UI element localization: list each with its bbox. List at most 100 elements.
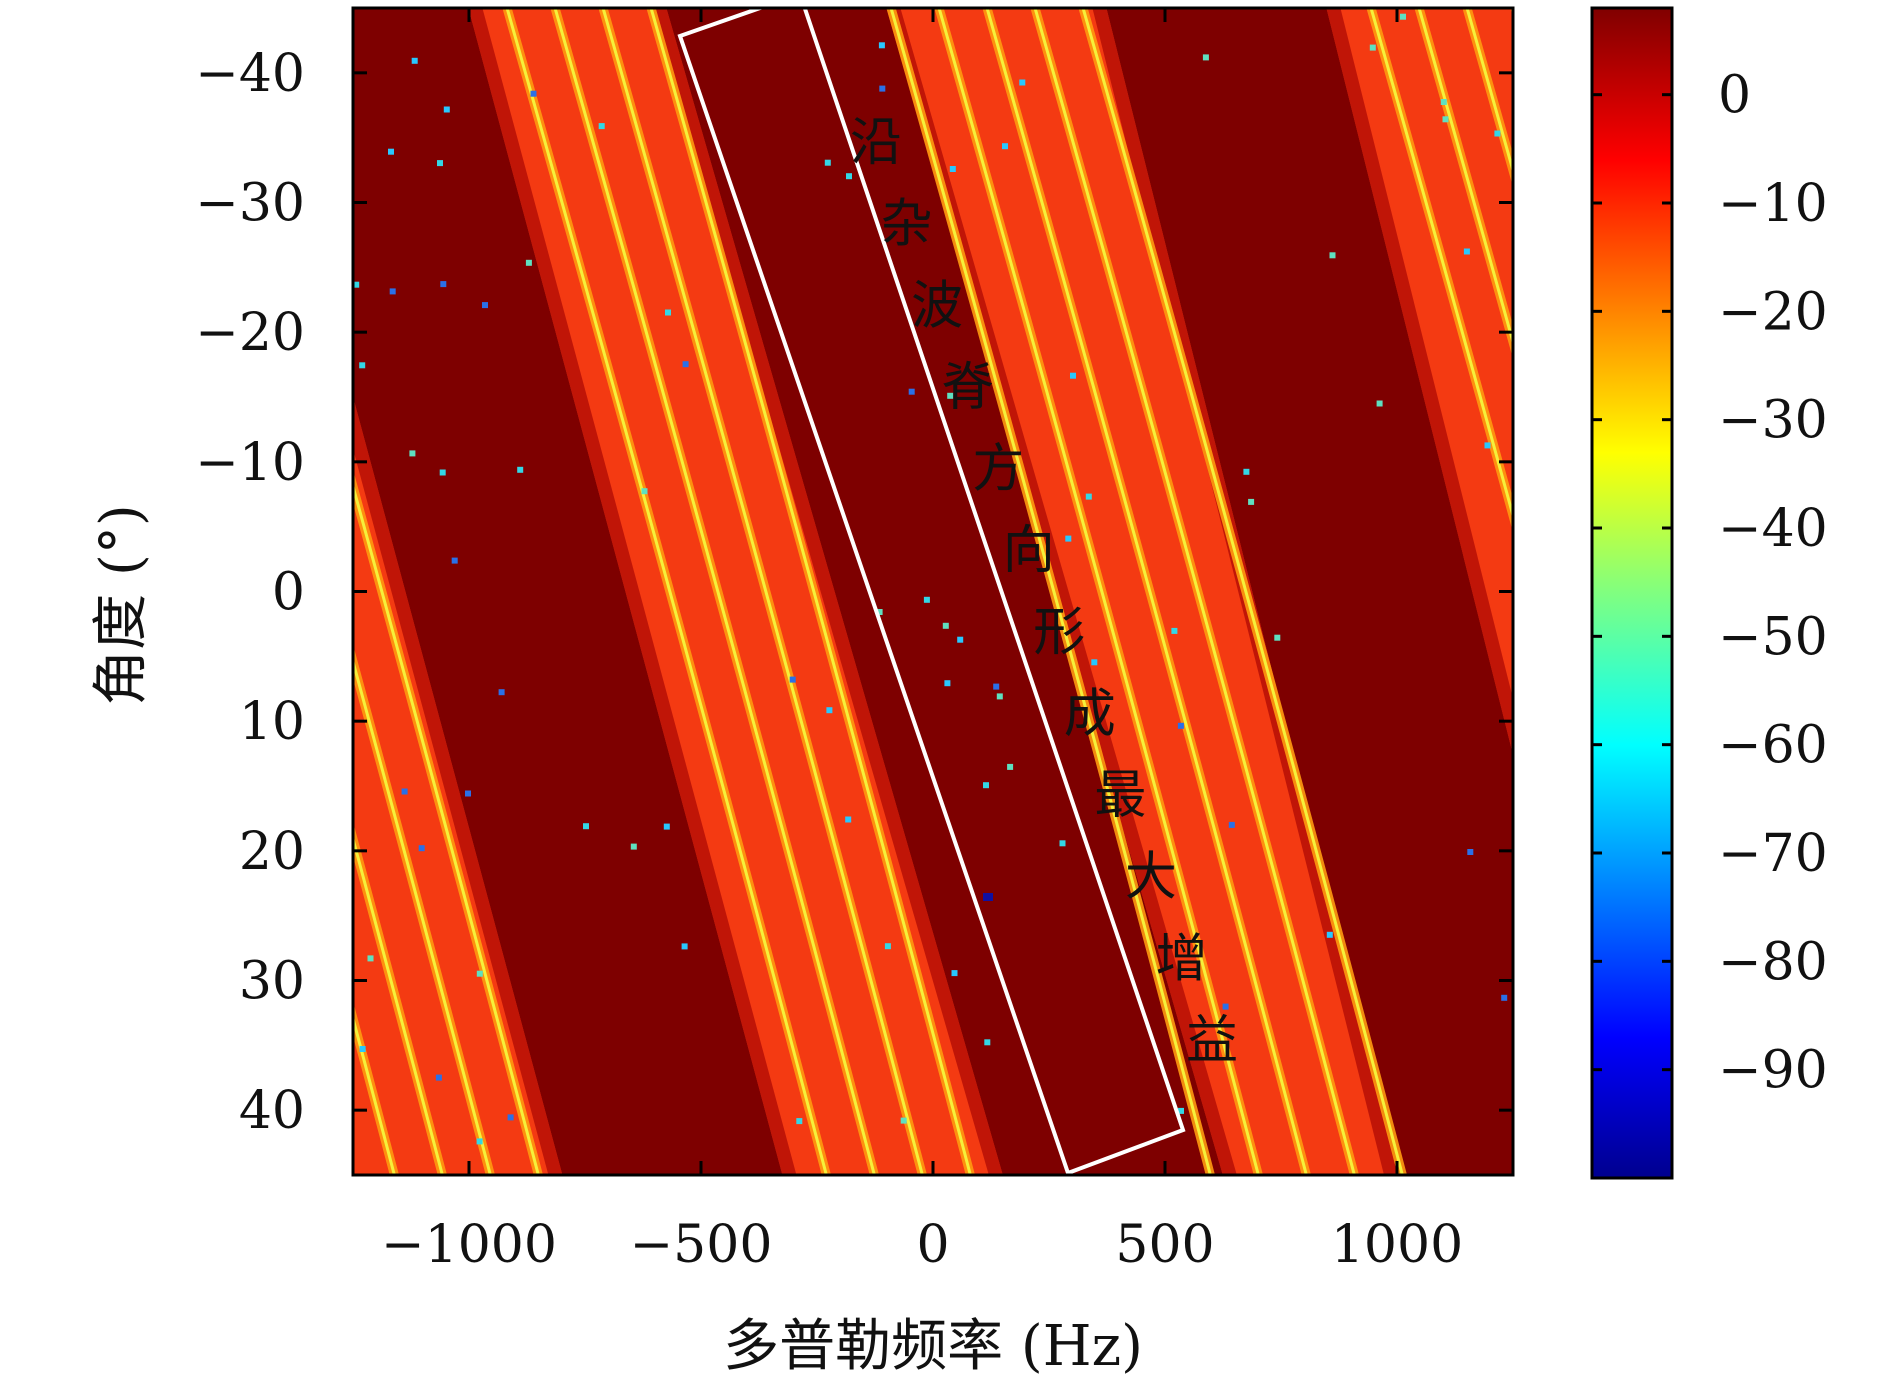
colorbar-tick-label: −80: [1718, 932, 1828, 992]
clutter-ridge-edge: [353, 396, 563, 1175]
speckle-pixel: [437, 160, 443, 167]
speckle-pixel: [845, 816, 852, 823]
speckle-pixel: [418, 845, 425, 852]
speckle-pixel: [439, 469, 446, 476]
speckle-pixel: [1202, 54, 1209, 61]
speckle-pixel: [1369, 44, 1376, 51]
y-axis: −40 −30 −20 −10 0 10 20 30 40: [195, 44, 1513, 1141]
speckle-pixel: [1274, 634, 1281, 641]
speckle-pixel: [942, 622, 949, 629]
annotation-char: 增: [1155, 929, 1207, 989]
x-tick-label: −500: [630, 1215, 773, 1275]
speckle-pixel: [1442, 116, 1449, 123]
speckle-pixel: [517, 466, 524, 473]
y-tick-label: −10: [195, 433, 305, 493]
colorbar-tick-label: −30: [1718, 391, 1828, 451]
y-tick-label: 40: [239, 1081, 305, 1141]
speckle-pixel: [598, 123, 605, 130]
speckle-pixel: [1326, 931, 1333, 938]
speckle-pixel: [1222, 1003, 1229, 1010]
speckle-pixel: [409, 450, 416, 457]
speckle-pixel: [498, 689, 505, 696]
speckle-pixel: [947, 392, 954, 399]
annotation-char: 成: [1064, 685, 1116, 745]
speckle-pixel: [507, 1114, 514, 1121]
colorbar-tick-label: −50: [1718, 607, 1828, 667]
speckle-pixel: [388, 148, 394, 155]
speckle-pixel: [824, 159, 831, 166]
speckle-pixel: [949, 166, 956, 172]
sidelobe-stripe-core: [937, 8, 1260, 1175]
speckle-pixel: [465, 790, 471, 797]
speckle-pixel: [1091, 659, 1098, 666]
speckle-pixel: [476, 970, 483, 977]
clutter-ridge: [1106, 8, 1513, 1175]
y-tick-label: 0: [272, 563, 305, 623]
speckle-pixel: [681, 943, 688, 950]
speckle-pixel: [1059, 840, 1066, 847]
speckle-pixel: [846, 173, 852, 180]
annotation-char: 向: [1003, 521, 1055, 581]
sidelobe-stripe-core: [1033, 8, 1356, 1175]
speckle-pixel: [1019, 79, 1026, 86]
speckle-pixel: [359, 362, 366, 369]
x-tick-label: 0: [916, 1215, 949, 1275]
x-tick-label: 500: [1115, 1215, 1214, 1275]
sidelobe-stripe-layer: [353, 8, 1513, 1175]
speckle-pixel: [353, 281, 360, 288]
speckle-pixel: [878, 42, 885, 49]
speckle-pixel: [583, 823, 589, 830]
speckle-pixel: [900, 1117, 907, 1124]
annotation-char: 大: [1125, 848, 1177, 908]
sidelobe-stripe-core: [353, 655, 492, 1175]
speckle-pixel: [1248, 498, 1255, 505]
speckle-pixel: [451, 557, 458, 564]
speckle-pixel: [1243, 468, 1250, 475]
sidelobe-stripe-core: [1081, 8, 1404, 1175]
y-tick-label: 10: [239, 692, 305, 752]
y-tick-label: 20: [239, 822, 305, 882]
speckle-pixel: [440, 281, 447, 288]
speckle-pixel: [993, 683, 1000, 690]
speckle-pixel: [876, 609, 883, 615]
speckle-pixel: [401, 788, 408, 795]
sidelobe-stripe-core: [985, 8, 1308, 1175]
speckle-pixel: [983, 782, 989, 789]
annotation-char: 方: [972, 440, 1024, 500]
annotation-char: 波: [911, 276, 963, 336]
speckle-pixel: [884, 943, 891, 950]
colorbar-frame: [1590, 6, 1674, 1180]
speckle-pixel: [1376, 400, 1383, 407]
sidelobe-stripe-core: [353, 480, 540, 1175]
speckle-pixel: [983, 893, 993, 901]
speckle-pixel: [1177, 722, 1184, 729]
annotation-char: 形: [1033, 603, 1085, 663]
x-tick-label: −1000: [381, 1215, 557, 1275]
speckle-pixel: [665, 309, 671, 316]
speckle-pixel: [1501, 994, 1508, 1001]
speckle-pixel: [789, 676, 796, 683]
annotation-char: 杂: [880, 195, 932, 255]
y-axis-title: 角度 (°): [89, 504, 154, 706]
speckle-pixel: [1070, 372, 1076, 379]
speckle-pixel: [1002, 143, 1008, 150]
annotation-char: 脊: [942, 358, 994, 418]
speckle-pixel: [908, 388, 915, 395]
speckle-pixel: [944, 680, 951, 687]
speckle-pixel: [482, 302, 488, 309]
speckle-pixel: [796, 1118, 803, 1125]
clutter-ridge-edge: [468, 8, 797, 1175]
annotation-char: 最: [1094, 766, 1146, 826]
y-tick-label: −30: [195, 174, 305, 234]
speckle-pixel: [879, 85, 886, 92]
clutter-ridge: [666, 8, 1223, 1175]
speckle-pixel: [996, 693, 1003, 700]
clutter-ridge-edge: [652, 8, 1003, 1175]
colorbar-tick-label: −40: [1718, 499, 1828, 559]
speckle-pixel: [630, 843, 637, 850]
heatmap-plot-area: [351, 6, 1515, 1177]
colorbar-gradient: [1592, 8, 1672, 1178]
speckle-pixel: [951, 970, 958, 977]
speckle-pixel: [1007, 763, 1014, 770]
